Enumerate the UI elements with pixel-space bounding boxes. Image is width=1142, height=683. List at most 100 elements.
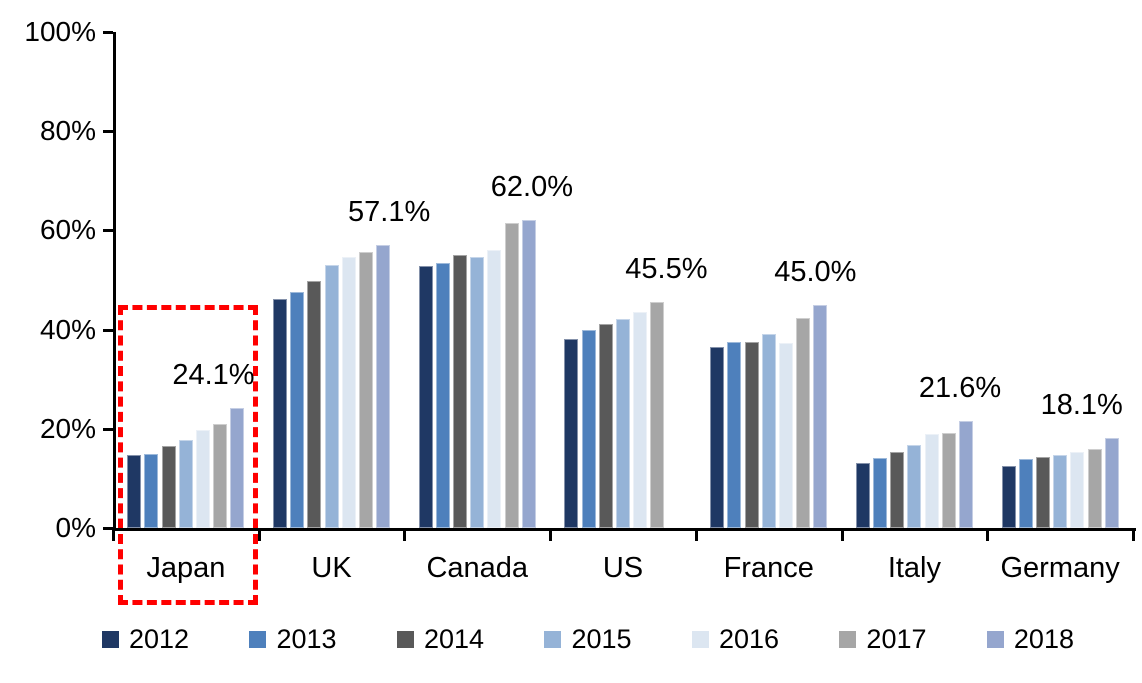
data-label: 45.5% xyxy=(625,253,708,286)
bar-canada-2013 xyxy=(435,262,450,528)
data-label: 18.1% xyxy=(1040,389,1123,422)
bar-us-2015 xyxy=(616,319,630,528)
category-label: US xyxy=(602,552,644,584)
bar-japan-2015 xyxy=(178,439,193,528)
bar-france-2016 xyxy=(778,343,793,528)
x-axis-tick xyxy=(694,528,698,541)
bar-italy-2018 xyxy=(959,420,974,528)
category-label: Canada xyxy=(426,552,529,584)
legend-swatch-2013 xyxy=(249,630,267,648)
x-axis-tick xyxy=(549,528,553,541)
legend-item-2012: 2012 xyxy=(102,624,189,654)
legend-label: 2015 xyxy=(571,624,632,654)
legend-item-2017: 2017 xyxy=(839,624,927,654)
legend-swatch-2014 xyxy=(396,630,414,648)
bar-us-2017 xyxy=(650,302,665,528)
bar-italy-2013 xyxy=(873,458,888,528)
bar-france-2013 xyxy=(727,342,742,528)
bar-germany-2014 xyxy=(1035,457,1050,528)
bar-canada-2017 xyxy=(504,222,519,528)
y-axis-tick xyxy=(103,527,113,530)
x-axis-tick xyxy=(986,528,990,541)
y-axis-tick xyxy=(103,427,113,431)
bar-france-2014 xyxy=(744,342,759,528)
bar-germany-2012 xyxy=(1001,466,1016,528)
data-label: 24.1% xyxy=(172,359,255,392)
bar-canada-2012 xyxy=(418,265,433,528)
legend-swatch-2018 xyxy=(986,630,1004,648)
y-axis-tick-label: 20% xyxy=(39,412,96,444)
legend-swatch-2016 xyxy=(691,630,709,648)
legend-label: 2012 xyxy=(129,624,190,654)
category-label: Italy xyxy=(887,552,941,584)
bar-uk-2016 xyxy=(341,256,356,528)
bar-germany-2013 xyxy=(1018,458,1033,528)
legend-label: 2016 xyxy=(718,624,780,654)
y-axis-tick xyxy=(103,130,113,134)
bar-us-2016 xyxy=(633,311,648,528)
japan-highlight-rect xyxy=(118,305,258,605)
bar-us-2013 xyxy=(581,329,596,528)
category-label: Japan xyxy=(146,552,226,584)
legend-label: 2017 xyxy=(866,624,927,654)
bar-germany-2018 xyxy=(1104,438,1119,528)
legend-swatch-2015 xyxy=(544,630,562,648)
bar-japan-2018 xyxy=(230,408,245,528)
y-axis-tick-label: 100% xyxy=(24,16,96,47)
bar-italy-2017 xyxy=(941,432,956,528)
y-axis-line xyxy=(113,32,116,531)
bar-japan-2012 xyxy=(127,454,142,528)
bar-japan-2013 xyxy=(144,453,159,528)
data-label: 45.0% xyxy=(774,255,857,288)
data-label: 62.0% xyxy=(490,171,573,204)
bar-uk-2018 xyxy=(376,244,391,528)
legend-label: 2018 xyxy=(1013,624,1074,654)
bar-italy-2015 xyxy=(907,444,922,528)
legend-swatch-2012 xyxy=(102,630,119,648)
x-axis-tick xyxy=(840,528,844,541)
bar-germany-2017 xyxy=(1087,449,1102,528)
bar-canada-2016 xyxy=(487,249,502,528)
bar-france-2017 xyxy=(796,317,811,528)
y-axis-tick-label: 0% xyxy=(55,512,96,543)
bar-france-2015 xyxy=(761,334,776,528)
x-axis-line xyxy=(113,528,1136,531)
y-axis-tick xyxy=(103,229,113,233)
y-axis-tick-label: 40% xyxy=(39,313,96,345)
category-label: UK xyxy=(311,552,352,584)
bar-france-2018 xyxy=(813,304,828,528)
bar-uk-2017 xyxy=(358,251,373,528)
legend-item-2015: 2015 xyxy=(544,624,632,654)
bar-canada-2014 xyxy=(453,255,468,528)
y-axis-tick-label: 60% xyxy=(39,214,96,246)
x-axis-tick xyxy=(1132,528,1135,541)
data-label: 57.1% xyxy=(348,195,431,228)
legend-item-2016: 2016 xyxy=(691,624,780,654)
bar-uk-2012 xyxy=(272,298,287,528)
category-label: Germany xyxy=(1000,552,1120,584)
bar-japan-2016 xyxy=(196,430,211,528)
x-axis-tick xyxy=(112,528,115,541)
bar-canada-2015 xyxy=(470,257,485,528)
bar-germany-2015 xyxy=(1053,455,1068,528)
bar-germany-2016 xyxy=(1070,452,1085,528)
bar-us-2012 xyxy=(564,338,579,528)
y-axis-tick-label: 80% xyxy=(39,115,96,147)
x-axis-tick xyxy=(403,528,407,541)
data-label: 21.6% xyxy=(918,371,1002,404)
bar-uk-2015 xyxy=(324,265,339,528)
y-axis-tick xyxy=(103,328,113,332)
category-label: France xyxy=(723,552,814,584)
bar-italy-2012 xyxy=(855,462,870,528)
bar-japan-2017 xyxy=(213,424,228,528)
bar-uk-2014 xyxy=(307,280,322,528)
legend-label: 2013 xyxy=(276,624,337,654)
bar-italy-2014 xyxy=(890,452,905,528)
bar-canada-2018 xyxy=(521,220,536,528)
legend-item-2013: 2013 xyxy=(249,624,337,654)
bar-italy-2016 xyxy=(924,433,939,528)
legend-swatch-2017 xyxy=(839,630,857,648)
bar-japan-2014 xyxy=(161,446,176,528)
bar-uk-2013 xyxy=(290,291,305,528)
